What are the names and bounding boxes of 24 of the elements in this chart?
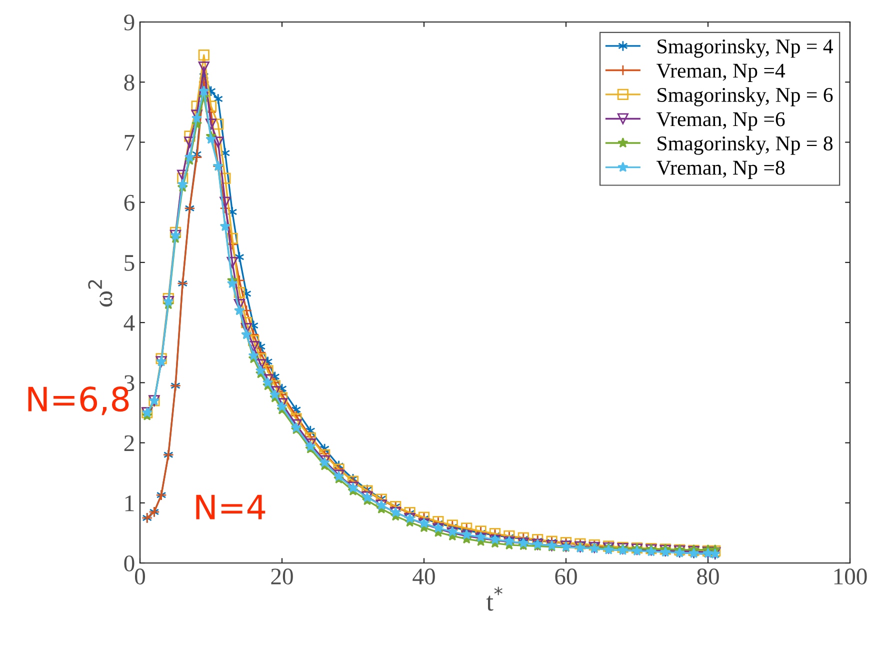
legend-label: Smagorinsky, Np = 6 (658, 87, 833, 106)
x-tick-label: 100 (834, 568, 867, 584)
x-tick-label: 60 (555, 568, 577, 584)
y-tick-label: 5 (124, 255, 134, 271)
y-tick-label: 8 (124, 74, 134, 91)
legend-label: Vreman, Np =6 (656, 112, 785, 130)
x-tick-label: 40 (412, 568, 435, 584)
y-tick-label: 4 (124, 315, 135, 331)
y-axis-title: ω$^{2}$ (88, 280, 112, 307)
legend-label: Smagorinsky, Np = 8 (658, 136, 833, 155)
y-tick-label: 1 (125, 495, 134, 512)
x-axis-title: t$^{*}$ (486, 586, 502, 611)
x-tick-label: 20 (271, 568, 293, 584)
legend-label: Vreman, Np =4 (656, 64, 786, 82)
annotation: N=4 (196, 494, 266, 520)
y-tick-label: 6 (124, 194, 134, 211)
x-tick-label: 0 (134, 568, 146, 584)
legend-label: Vreman, Np =8 (656, 160, 785, 180)
y-tick-label: 2 (124, 435, 134, 451)
x-tick-label: 80 (697, 568, 719, 584)
y-tick-label: 0 (124, 555, 134, 572)
y-tick-label: 9 (124, 14, 134, 30)
y-tick-label: 7 (124, 134, 134, 150)
legend-label: Smagorinsky, Np = 4 (658, 38, 834, 58)
